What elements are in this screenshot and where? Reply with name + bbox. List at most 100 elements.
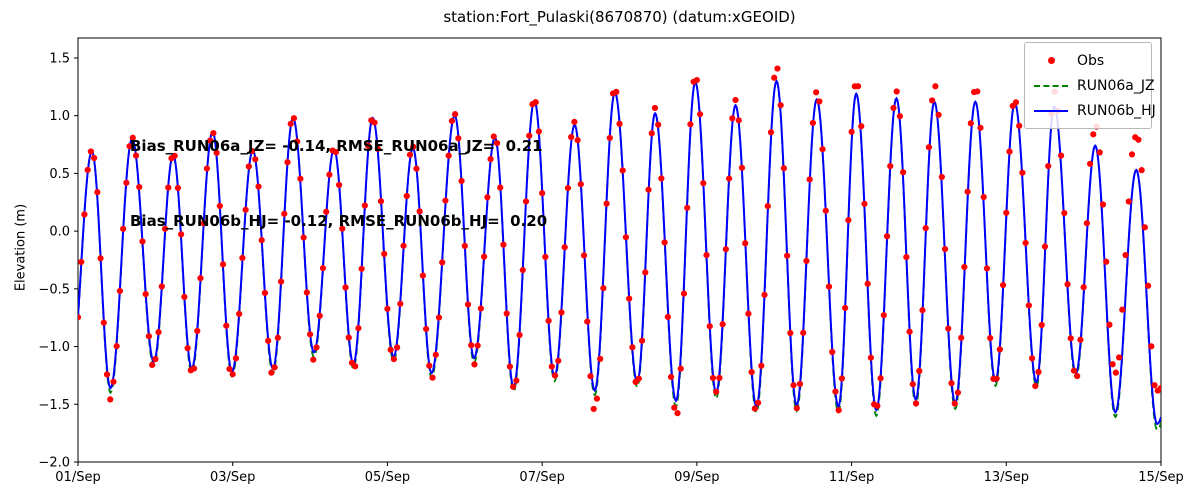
obs-point <box>677 365 684 372</box>
obs-point <box>916 367 923 375</box>
obs-point <box>448 117 455 125</box>
obs-point <box>771 74 778 81</box>
obs-point <box>161 225 169 232</box>
obs-point <box>203 165 211 172</box>
obs-point <box>987 334 994 342</box>
obs-point <box>603 200 610 207</box>
obs-point <box>110 378 117 385</box>
obs-point <box>245 163 252 170</box>
obs-point <box>713 388 720 395</box>
obs-point <box>139 238 146 245</box>
obs-point <box>364 142 372 149</box>
obs-point <box>474 342 481 349</box>
obs-point <box>922 225 929 232</box>
obs-point <box>274 334 281 341</box>
obs-point <box>87 148 94 155</box>
obs-point <box>761 291 768 298</box>
obs-point <box>116 287 123 295</box>
obs-point <box>1116 354 1123 361</box>
obs-point <box>790 382 797 389</box>
obs-point <box>294 138 301 145</box>
obs-point <box>381 250 388 258</box>
obs-point <box>661 239 668 246</box>
obs-point <box>893 88 900 95</box>
obs-point <box>94 189 101 196</box>
obs-point <box>439 259 446 266</box>
legend-label-run06a-jz: RUN06a_JZ <box>1077 77 1155 94</box>
obs-point <box>774 65 781 72</box>
obs-point <box>1135 136 1142 143</box>
obs-point <box>219 261 227 268</box>
obs-point <box>403 192 410 200</box>
obs-point <box>1057 152 1065 159</box>
obs-point <box>361 202 368 209</box>
x-tick-label: 11/Sep <box>829 470 874 485</box>
x-tick-label: 13/Sep <box>984 470 1029 485</box>
obs-point <box>287 120 294 127</box>
obs-point <box>271 364 278 371</box>
obs-point <box>213 149 220 156</box>
obs-point <box>500 241 507 248</box>
obs-point <box>793 405 800 412</box>
obs-point <box>574 137 581 144</box>
obs-point <box>323 208 330 215</box>
obs-point <box>954 389 962 396</box>
obs-point <box>700 180 707 187</box>
obs-point <box>787 329 794 337</box>
obs-point <box>145 333 153 340</box>
obs-point <box>158 283 165 290</box>
obs-point <box>200 220 207 227</box>
obs-point <box>716 374 723 382</box>
obs-point <box>622 234 630 241</box>
y-tick-label: −1.5 <box>38 398 70 413</box>
obs-point <box>687 121 694 128</box>
obs-point <box>1125 198 1132 205</box>
obs-point <box>484 194 491 201</box>
obs-point <box>297 175 304 182</box>
solid-line-icon <box>1033 109 1069 112</box>
x-tick-label: 05/Sep <box>365 470 410 485</box>
legend-item-run06b-hj: RUN06b_HJ <box>1033 98 1156 123</box>
obs-point <box>803 257 810 265</box>
obs-point <box>745 310 752 317</box>
obs-point <box>149 361 156 369</box>
obs-point <box>345 334 352 341</box>
obs-point <box>945 325 952 332</box>
y-tick-label: 1.5 <box>49 51 70 66</box>
obs-point <box>197 275 204 282</box>
obs-point <box>374 145 381 152</box>
obs-point <box>252 156 259 163</box>
obs-point <box>178 231 185 238</box>
obs-point <box>558 309 565 316</box>
obs-point <box>81 211 88 218</box>
obs-point <box>510 383 517 390</box>
legend-label-obs: Obs <box>1077 52 1105 69</box>
obs-point <box>84 166 91 174</box>
obs-point <box>248 147 256 155</box>
obs-point <box>1099 201 1107 208</box>
obs-point <box>1032 382 1039 390</box>
obs-point <box>742 240 749 247</box>
obs-point <box>674 410 681 417</box>
obs-point <box>91 154 98 162</box>
obs-point <box>912 400 920 407</box>
obs-point <box>703 251 710 259</box>
obs-point <box>1112 369 1119 376</box>
obs-point <box>435 314 443 321</box>
obs-point <box>419 272 426 279</box>
obs-point <box>165 184 172 191</box>
obs-point <box>719 321 726 328</box>
obs-point <box>725 175 733 182</box>
obs-point <box>100 319 107 326</box>
obs-point <box>493 139 501 147</box>
obs-point <box>935 111 942 118</box>
obs-point <box>880 312 887 319</box>
obs-point <box>78 258 85 266</box>
obs-point <box>693 76 700 84</box>
obs-point <box>171 152 178 159</box>
obs-point <box>406 151 414 158</box>
obs-point <box>977 124 984 131</box>
obs-point <box>664 313 671 321</box>
axes-frame <box>77 37 1162 463</box>
obs-point <box>951 400 958 407</box>
